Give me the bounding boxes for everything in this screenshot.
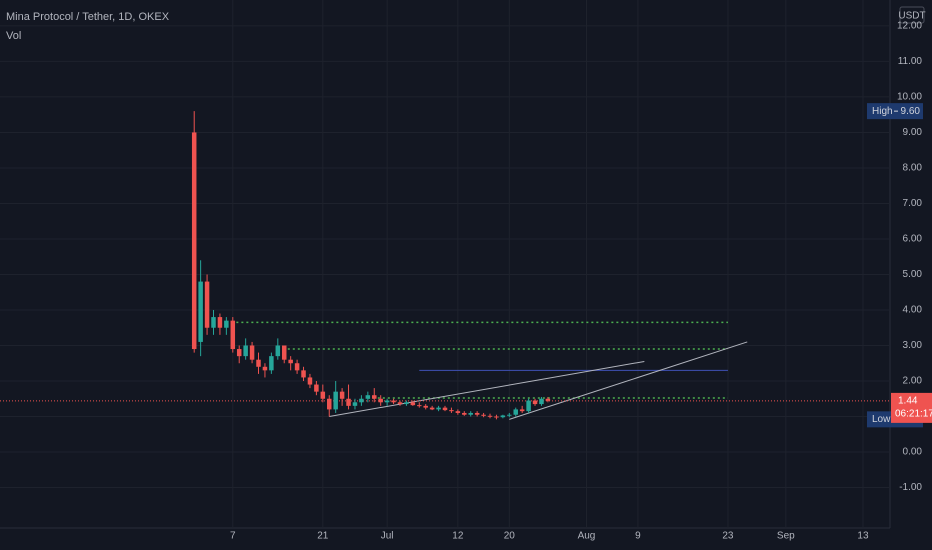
candle-body: [455, 411, 461, 413]
x-tick-label: 21: [317, 531, 329, 542]
candle-body: [513, 409, 518, 415]
candle-body: [275, 345, 281, 357]
y-tick-label: 6.00: [903, 234, 923, 245]
y-tick-label: 2.00: [903, 376, 923, 387]
y-tick-label: 3.00: [903, 340, 923, 351]
candle-body: [526, 400, 531, 412]
candle-body: [539, 398, 544, 405]
x-tick-label: 12: [452, 531, 464, 542]
candle-body: [198, 281, 203, 342]
candle-body: [236, 349, 242, 357]
y-tick-label: -1.00: [899, 482, 922, 493]
candle-body: [442, 407, 448, 411]
candle-body: [352, 402, 358, 406]
candle-body: [507, 414, 512, 416]
candle-body: [339, 391, 345, 399]
candle-body: [462, 412, 467, 415]
y-tick-label: 10.00: [897, 92, 922, 103]
candle-body: [320, 391, 326, 399]
candle-body: [359, 398, 364, 403]
candle-body: [365, 395, 371, 399]
x-tick-label: 23: [722, 531, 734, 542]
candle-body: [481, 414, 486, 416]
candle-body: [410, 402, 416, 406]
candle-body: [294, 363, 300, 371]
candle-body: [429, 407, 435, 410]
candle-body: [307, 377, 313, 385]
candle-body: [468, 412, 473, 415]
countdown: 06:21:17: [895, 409, 932, 420]
candle-body: [230, 320, 236, 350]
candle-body: [269, 356, 274, 371]
last-price-value: 1.44: [898, 396, 918, 407]
candle-body: [391, 400, 396, 403]
candle-body: [545, 398, 551, 401]
trend-line: [509, 341, 748, 420]
candle-body: [494, 416, 499, 418]
candle-body: [333, 391, 338, 410]
y-tick-label: 9.00: [903, 127, 923, 138]
candle-body: [532, 400, 538, 405]
x-tick-label: 7: [230, 531, 236, 542]
x-tick-label: 20: [504, 531, 516, 542]
y-tick-label: 11.00: [898, 56, 923, 67]
candle-body: [256, 359, 261, 367]
y-tick-label: 5.00: [903, 269, 923, 280]
candle-body: [281, 345, 287, 360]
candle-body: [326, 398, 332, 410]
candle-body: [249, 345, 255, 360]
candle-body: [436, 407, 441, 410]
candle-body: [262, 366, 268, 371]
last-price-box: [891, 392, 932, 423]
candle-body: [449, 410, 454, 412]
chart-title[interactable]: Mina Protocol / Tether, 1D, OKEX: [6, 11, 170, 23]
y-tick-label: 7.00: [903, 198, 923, 209]
candle-body: [217, 317, 223, 328]
candle-body: [519, 409, 525, 412]
y-tick-label: 0.00: [903, 447, 923, 458]
candle-body: [288, 359, 293, 364]
candle-body: [243, 345, 248, 357]
price-marker-label: Low: [872, 414, 891, 425]
candle-body: [423, 405, 428, 408]
candle-body: [224, 320, 229, 328]
price-marker-label: High: [872, 106, 893, 117]
candle-body: [301, 370, 306, 378]
candle-body: [378, 398, 383, 403]
candle-body: [384, 400, 390, 403]
grid: [0, 0, 890, 528]
x-tick-label: 13: [857, 531, 869, 542]
y-tick-label: 8.00: [903, 163, 923, 174]
x-tick-label: 9: [635, 531, 641, 542]
candle-body: [474, 412, 480, 415]
x-tick-label: Jul: [381, 531, 394, 542]
candle-body: [204, 281, 210, 328]
y-tick-label: 12.00: [897, 21, 922, 32]
candle-body: [404, 402, 409, 405]
currency-box[interactable]: [899, 6, 925, 24]
trend-line: [329, 360, 645, 417]
candle-body: [211, 317, 216, 328]
y-tick-label: 4.00: [903, 305, 923, 316]
x-tick-label: Aug: [578, 531, 596, 542]
candle-body: [487, 415, 493, 417]
candle-body: [397, 402, 403, 405]
candle-body: [346, 398, 351, 406]
candle-body: [500, 415, 506, 418]
candle-body: [372, 395, 377, 399]
candle-body: [314, 384, 319, 392]
candle-body: [191, 132, 197, 350]
x-tick-label: Sep: [777, 531, 795, 542]
currency[interactable]: USDT: [898, 11, 925, 22]
candle-body: [417, 405, 422, 407]
price-marker-value: 9.60: [901, 106, 921, 117]
indicator-label[interactable]: Vol: [6, 30, 21, 42]
